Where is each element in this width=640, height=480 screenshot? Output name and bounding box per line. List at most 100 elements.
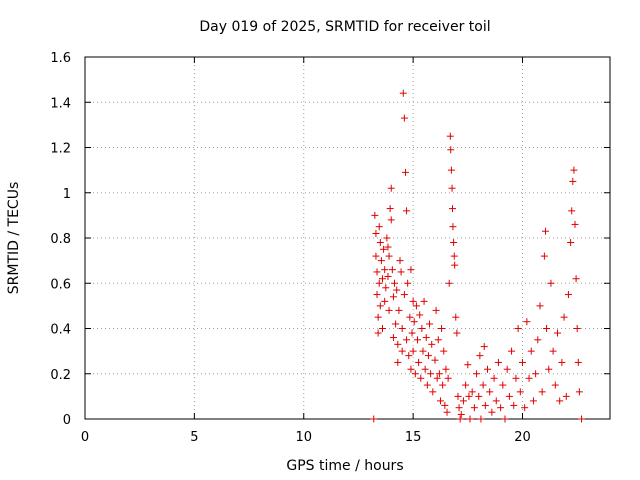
- data-point: [408, 329, 416, 337]
- data-point: [392, 320, 400, 328]
- data-point: [375, 279, 383, 287]
- data-point: [401, 168, 409, 176]
- data-point: [570, 166, 578, 174]
- data-point: [525, 374, 533, 382]
- data-point: [571, 220, 579, 228]
- data-point: [516, 388, 524, 396]
- data-point: [406, 313, 414, 321]
- data-point: [575, 388, 583, 396]
- axis-ticks: [84, 56, 610, 420]
- data-point: [541, 227, 549, 235]
- data-point: [412, 302, 420, 310]
- data-point: [422, 334, 430, 342]
- data-point: [398, 325, 406, 332]
- data-point: [450, 252, 458, 260]
- data-point: [568, 207, 576, 215]
- data-point: [376, 239, 384, 247]
- data-point: [374, 329, 382, 337]
- x-axis-title: GPS time / hours: [286, 458, 403, 474]
- data-point: [519, 358, 526, 366]
- data-point: [473, 370, 481, 378]
- data-point: [486, 388, 494, 396]
- x-tick-label: 20: [514, 430, 531, 445]
- grid-lines: [85, 57, 610, 419]
- data-point: [443, 408, 451, 416]
- data-point: [383, 234, 391, 242]
- data-point: [407, 266, 415, 274]
- data-point: [421, 365, 429, 373]
- data-point: [447, 146, 455, 154]
- y-tick-label: 1.4: [50, 96, 71, 111]
- data-point: [431, 356, 439, 364]
- data-point: [384, 272, 392, 280]
- y-tick-label: 0.4: [50, 323, 71, 338]
- x-tick-labels: 0 5 10 15 20: [81, 430, 531, 445]
- data-point: [578, 415, 586, 423]
- data-point: [481, 401, 489, 409]
- data-point: [540, 252, 548, 260]
- data-point: [529, 397, 537, 405]
- data-point: [373, 291, 381, 299]
- y-tick-label: 1: [63, 187, 71, 202]
- data-point: [394, 340, 402, 348]
- data-point: [377, 257, 385, 265]
- data-point: [556, 397, 564, 405]
- data-point: [476, 352, 484, 360]
- data-point: [414, 336, 421, 344]
- data-point: [475, 392, 483, 400]
- data-point: [547, 279, 555, 287]
- data-point: [488, 408, 496, 416]
- data-point: [453, 329, 461, 337]
- data-point: [395, 306, 403, 314]
- data-point: [434, 336, 442, 344]
- data-point: [397, 268, 405, 276]
- data-point: [411, 370, 419, 378]
- data-point: [447, 166, 455, 174]
- data-point: [415, 358, 423, 366]
- data-point: [562, 392, 570, 400]
- data-point: [387, 216, 395, 224]
- data-point: [442, 365, 450, 373]
- data-point: [514, 325, 522, 332]
- data-point: [450, 239, 458, 247]
- data-point: [452, 313, 460, 321]
- data-point: [370, 415, 378, 423]
- data-point: [446, 132, 454, 140]
- data-point: [429, 388, 437, 396]
- data-point: [441, 401, 449, 409]
- data-point: [372, 229, 380, 237]
- data-point: [439, 381, 447, 389]
- data-point: [393, 286, 401, 294]
- data-point: [457, 410, 465, 418]
- data-point: [389, 293, 397, 301]
- data-point: [492, 397, 500, 405]
- data-point: [499, 381, 507, 389]
- data-point: [505, 392, 513, 400]
- data-point: [376, 302, 384, 310]
- data-point: [510, 401, 518, 409]
- data-point: [387, 184, 395, 192]
- data-point: [436, 397, 444, 405]
- data-point: [449, 223, 457, 231]
- data-point: [572, 275, 580, 283]
- data-point: [427, 370, 435, 378]
- data-point: [405, 352, 413, 360]
- data-point: [386, 205, 394, 213]
- data-point: [543, 325, 551, 332]
- data-point: [404, 279, 412, 287]
- data-point: [497, 404, 505, 412]
- data-point: [409, 297, 417, 305]
- data-point: [381, 266, 389, 274]
- data-point: [574, 358, 582, 366]
- data-point: [477, 415, 485, 423]
- data-point: [536, 302, 544, 310]
- data-point: [503, 365, 511, 373]
- y-tick-label: 0: [63, 413, 71, 428]
- data-point: [449, 205, 456, 213]
- data-point: [551, 381, 559, 389]
- data-point: [385, 252, 393, 260]
- y-tick-label: 1.6: [50, 51, 71, 66]
- data-point: [419, 347, 427, 355]
